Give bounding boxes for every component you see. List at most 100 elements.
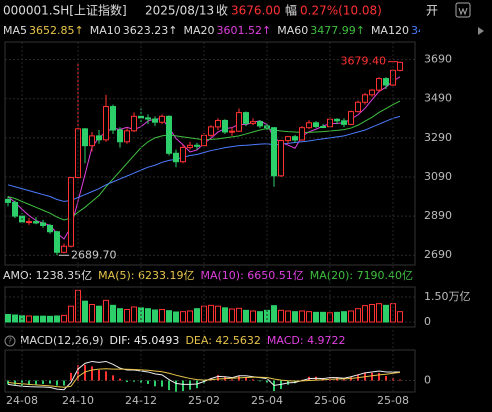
candle-body	[348, 111, 354, 125]
legend-arrow[interactable]	[478, 27, 484, 35]
macd-bar	[343, 379, 345, 381]
volume-bar	[54, 315, 60, 323]
macd-bar	[189, 380, 191, 390]
candle-body	[68, 177, 74, 247]
legend-value: 3601.52↑	[216, 24, 271, 37]
volume-bar	[131, 306, 137, 323]
volume-bar	[271, 305, 277, 323]
candle-body	[369, 89, 375, 96]
volume-bar	[166, 310, 172, 323]
y-tick-label: 0	[424, 374, 431, 387]
x-tick-label: 24-12	[125, 394, 157, 407]
volume-bar	[152, 309, 158, 323]
macd-line	[7, 360, 401, 391]
help-icon[interactable]	[4, 335, 16, 347]
volume-bar	[320, 311, 326, 323]
candle-body	[166, 115, 172, 154]
macd-bar	[84, 364, 86, 381]
low-label: 2689.70	[71, 248, 117, 261]
candle-body	[26, 221, 32, 224]
macd-bar	[147, 380, 149, 384]
candle-body	[5, 198, 11, 203]
macd-bar	[133, 380, 135, 382]
y-tick-label: 3490	[424, 92, 452, 105]
volume-bar	[124, 309, 130, 323]
candle-body	[383, 78, 389, 86]
indicator: MACD: 4.9722	[267, 334, 346, 347]
candle-body	[229, 130, 235, 133]
candle-body	[292, 136, 298, 141]
volume-bar	[334, 311, 340, 323]
icon-glyph	[458, 7, 468, 16]
volume-bar	[222, 307, 228, 323]
macd-bar	[385, 375, 387, 381]
legend-name: MA120	[371, 24, 409, 37]
volume-bar	[250, 310, 256, 323]
macd-bar	[154, 380, 156, 387]
volume-bar	[12, 314, 18, 323]
candle-body	[145, 117, 151, 120]
volume-bar	[369, 304, 375, 323]
volume-bar	[5, 314, 11, 323]
indicator: DEA: 42.5632	[185, 334, 260, 347]
candle-body	[341, 120, 347, 125]
volume-bar	[229, 308, 235, 323]
candle-body	[362, 94, 368, 103]
icon-frame[interactable]	[455, 2, 471, 18]
indicator: AMO: 1238.35亿	[3, 269, 92, 282]
y-tick-label: 0	[424, 315, 431, 328]
volume-bar	[117, 308, 123, 323]
volume-bar	[61, 314, 67, 323]
candle-body	[243, 112, 249, 124]
change-label: 幅	[285, 3, 297, 18]
candle-body	[159, 115, 165, 123]
volume-bar	[341, 311, 347, 323]
macd-bar	[168, 380, 170, 391]
candle-body	[103, 106, 109, 141]
y-tick-label: 3290	[424, 131, 452, 144]
candle-body	[250, 121, 256, 124]
macd-bar	[378, 372, 380, 381]
volume-bar	[110, 304, 116, 323]
macd-bar	[231, 379, 233, 381]
macd-frame	[4, 349, 416, 393]
macd-bar	[28, 380, 30, 386]
macd-bar	[182, 380, 184, 392]
indicator-title: MACD(12,26,9)	[20, 334, 104, 347]
volume-bar	[278, 309, 284, 323]
x-tick-label: 25-08	[377, 394, 409, 407]
candle-body	[33, 221, 39, 224]
volume-frame	[4, 286, 416, 328]
volume-bar	[397, 311, 403, 323]
high-label: 3679.40	[341, 55, 387, 68]
candle-body	[173, 152, 179, 163]
candle-body	[355, 101, 361, 113]
macd-bar	[91, 366, 93, 381]
legend-value: 3652.85↑	[29, 24, 84, 37]
macd-bar	[42, 380, 44, 384]
macd-bar	[217, 375, 219, 381]
volume-bar	[355, 308, 361, 323]
macd-bar	[7, 380, 9, 385]
volume-bar	[264, 309, 270, 323]
candle-body	[334, 118, 340, 122]
candle-body	[201, 134, 207, 147]
volume-bar	[313, 311, 319, 323]
candle-body	[138, 115, 144, 119]
candle-body	[180, 146, 186, 163]
indicator: MA(10): 6650.51亿	[200, 269, 303, 282]
window-icon[interactable]	[455, 2, 471, 18]
candle-body	[47, 224, 53, 233]
x-tick-label: 25-02	[188, 394, 220, 407]
candle-body	[278, 140, 284, 177]
candle-body	[320, 126, 326, 129]
volume-bar	[208, 304, 214, 323]
candle-body	[271, 127, 277, 177]
indicator: MA(5): 6233.19亿	[98, 269, 194, 282]
candle-body	[187, 144, 193, 148]
candle-body	[306, 122, 312, 129]
candle-body	[194, 144, 200, 147]
volume-bar	[180, 311, 186, 323]
help-glyph: ?	[8, 337, 12, 346]
